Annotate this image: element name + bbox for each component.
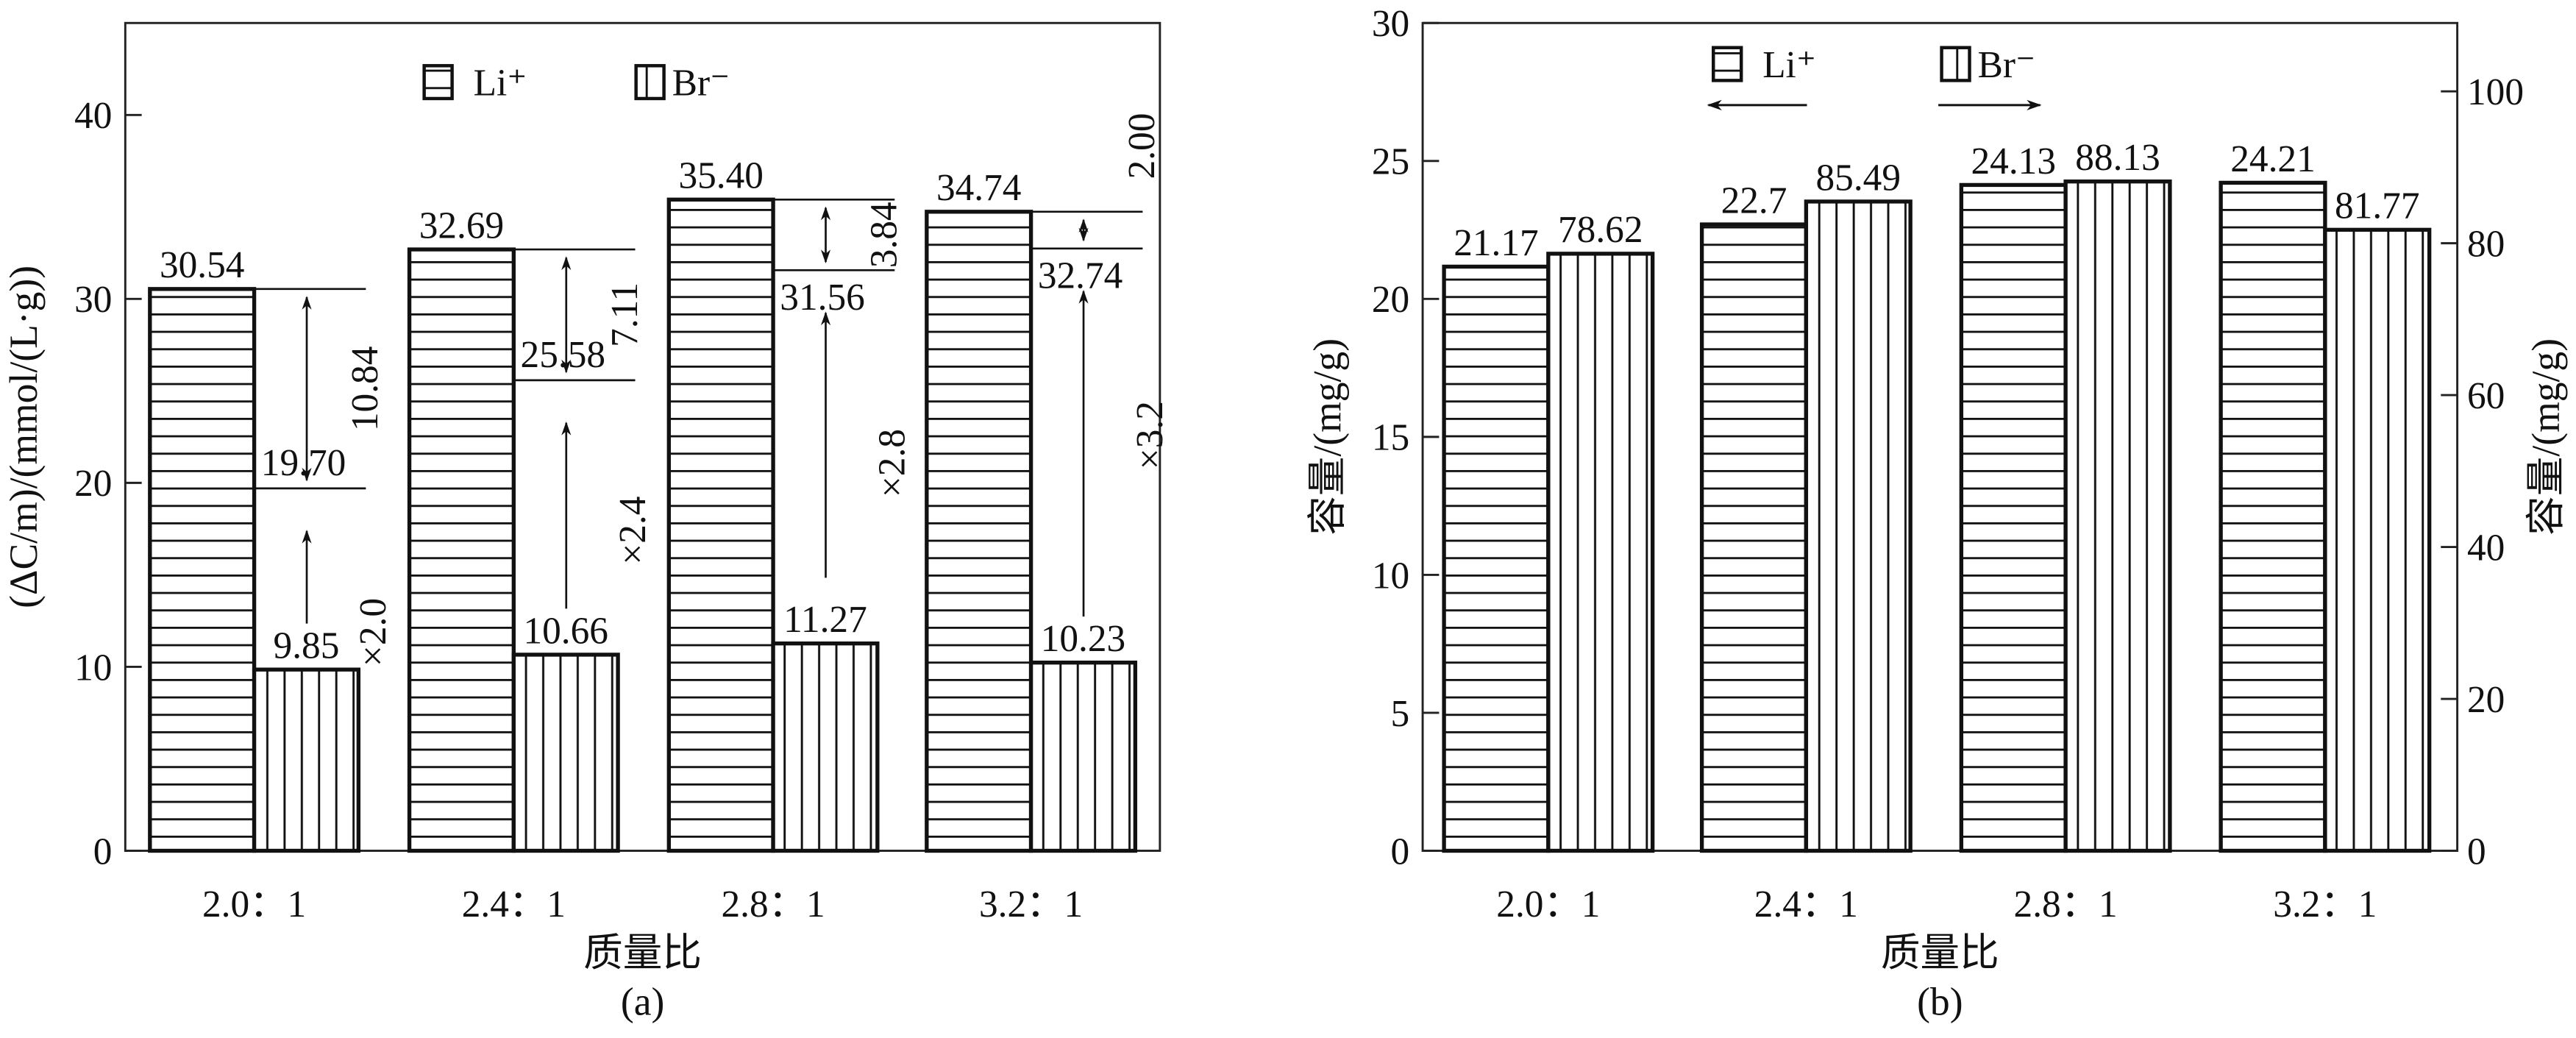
data-label: 11.27 (783, 599, 867, 641)
bar-li (148, 287, 257, 853)
bar-br (1546, 252, 1655, 853)
factor-label: ×3.2 (1129, 401, 1171, 469)
data-label: 35.40 (678, 155, 764, 197)
bar-li (925, 210, 1033, 853)
bar-br (2323, 227, 2432, 853)
bar-br (252, 667, 361, 853)
data-label: 24.21 (2230, 138, 2316, 180)
x-axis-title: 质量比 (1881, 931, 1999, 975)
factor-label: ×2.8 (872, 429, 914, 497)
data-label: 10.66 (523, 610, 608, 652)
x-tick-label: 3.2：1 (2273, 884, 2377, 925)
data-label: 24.13 (1971, 141, 2056, 182)
data-label: 81.77 (2335, 185, 2420, 227)
scaled-value-label: 19.70 (261, 442, 346, 484)
y-right-tick-label: 40 (2467, 527, 2505, 569)
plot-frame (124, 21, 1161, 852)
chart-a: 0 10 20 30 40 2.0：1 30.54 9.85 2.4：1 32.69 10.66 2.… (1, 21, 1171, 1024)
bar-br (1028, 661, 1138, 853)
y-tick-label: 25 (1372, 141, 1409, 183)
scaled-value-label: 32.74 (1038, 255, 1123, 296)
legend-label-br: Br⁻ (672, 62, 730, 104)
data-label: 10.23 (1041, 618, 1126, 660)
bar-li (1442, 264, 1551, 853)
difference-label: 10.84 (344, 346, 386, 432)
bar-br (511, 653, 620, 853)
factor-label: ×2.0 (352, 598, 394, 666)
bar-br (771, 641, 880, 853)
scaled-value-label: 31.56 (780, 277, 865, 319)
data-label: 32.69 (419, 205, 505, 246)
bar-li (666, 197, 775, 853)
bar-li (1959, 182, 2068, 853)
y-tick-label: 20 (74, 463, 112, 505)
bar-li (407, 247, 516, 853)
y-right-tick-label: 0 (2467, 831, 2486, 872)
data-label: 30.54 (160, 244, 245, 286)
y-tick-label: 40 (74, 95, 112, 137)
x-tick-label: 2.4：1 (1754, 884, 1858, 925)
y-right-tick-label: 80 (2467, 223, 2505, 265)
legend-label-li: Li⁺ (1762, 44, 1816, 86)
x-tick-label: 3.2：1 (979, 884, 1083, 925)
x-tick-label: 2.4：1 (462, 884, 566, 925)
y-tick-label: 10 (1372, 555, 1409, 597)
legend-swatch-br (1940, 46, 1971, 82)
y-right-axis-title: 容量/(mg/g) (2524, 338, 2568, 536)
y-tick-label: 30 (74, 279, 112, 321)
y-tick-label: 10 (74, 647, 112, 689)
factor-label: ×2.4 (612, 497, 654, 565)
data-label: 34.74 (936, 167, 1022, 209)
panel-label: (a) (621, 980, 664, 1024)
y-tick-label: 0 (1391, 831, 1410, 872)
x-tick-label: 2.0：1 (202, 884, 306, 925)
data-label: 9.85 (274, 625, 340, 667)
bar-li (2219, 180, 2327, 853)
bar-br (2063, 179, 2172, 853)
legend-swatch-li (1712, 46, 1743, 82)
y-right-tick-label: 100 (2467, 71, 2524, 113)
difference-label: 2.00 (1121, 113, 1163, 179)
x-axis-title: 质量比 (583, 931, 702, 975)
data-label: 22.7 (1721, 179, 1787, 221)
data-label: 21.17 (1454, 222, 1539, 264)
y-tick-label: 5 (1391, 693, 1410, 735)
y-tick-label: 20 (1372, 279, 1409, 321)
y-tick-label: 30 (1372, 3, 1409, 45)
scaled-value-label: 25.58 (521, 334, 606, 376)
y-tick-label: 15 (1372, 417, 1409, 459)
data-label: 78.62 (1558, 209, 1643, 251)
y-right-tick-label: 20 (2467, 679, 2505, 721)
x-tick-label: 2.8：1 (722, 884, 825, 925)
x-tick-label: 2.0：1 (1496, 884, 1600, 925)
difference-label: 3.84 (864, 202, 905, 268)
legend-label-li: Li⁺ (474, 62, 527, 104)
bar-li (1699, 222, 1809, 853)
data-label: 85.49 (1816, 157, 1901, 199)
chart-b: 0 5 10 15 20 25 30 0 20 40 60 80 100 2.0：1 21.17 78.62 2… (1305, 3, 2568, 1024)
x-tick-label: 2.8：1 (2014, 884, 2118, 925)
y-axis-title: (ΔC/m)/(mmol/(L·g)) (1, 266, 46, 608)
legend-swatch-li (422, 64, 454, 101)
legend-label-br: Br⁻ (1978, 44, 2035, 86)
data-label: 88.13 (2075, 137, 2160, 179)
y-axis-title: 容量/(mg/g) (1305, 338, 1349, 536)
legend-swatch-br (634, 64, 666, 101)
bar-br (1804, 199, 1913, 853)
difference-label: 7.11 (604, 282, 646, 347)
panel-label: (b) (1917, 980, 1963, 1024)
y-right-tick-label: 60 (2467, 375, 2505, 417)
y-tick-label: 0 (93, 831, 113, 872)
